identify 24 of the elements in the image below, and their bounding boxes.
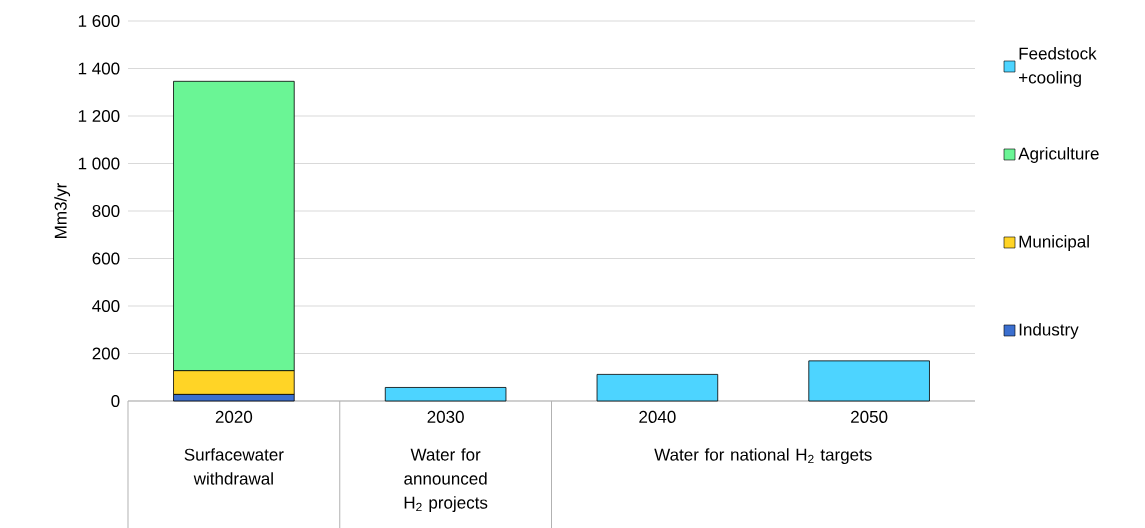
y-tick-label: 0 <box>111 394 120 408</box>
text: Water for announced H$_{2}$ projects <box>404 448 488 513</box>
y-tick-label: 400 <box>92 299 120 313</box>
y-tick-label: 1 600 <box>78 14 120 28</box>
text: Water for national H$_{2}$ targets <box>654 448 872 465</box>
y-tick-label: 800 <box>92 204 120 218</box>
y-tick-label: 1 200 <box>78 109 120 123</box>
legend-label: Industry <box>1019 323 1079 339</box>
y-tick-label: 1 400 <box>78 62 120 75</box>
x-tick-label: 2040 <box>639 410 676 423</box>
x-tick-label: 2030 <box>427 410 464 423</box>
bar <box>596 374 719 402</box>
bar <box>808 360 930 402</box>
bar <box>384 387 507 402</box>
legend-label: Municipal <box>1019 235 1089 251</box>
x-tick-label: 2050 <box>851 410 888 423</box>
legend-label: Agriculture <box>1018 147 1099 163</box>
y-axis-title: Mm3/yr <box>54 182 71 238</box>
y-tick-label: 200 <box>92 347 120 360</box>
text: Surfacewater withdrawal <box>184 448 284 485</box>
y-tick-label: 600 <box>92 252 120 265</box>
legend-label: Feedstock +cooling <box>1019 47 1097 87</box>
x-tick-label: 2020 <box>215 410 253 423</box>
y-tick-label: 1 000 <box>78 157 120 170</box>
